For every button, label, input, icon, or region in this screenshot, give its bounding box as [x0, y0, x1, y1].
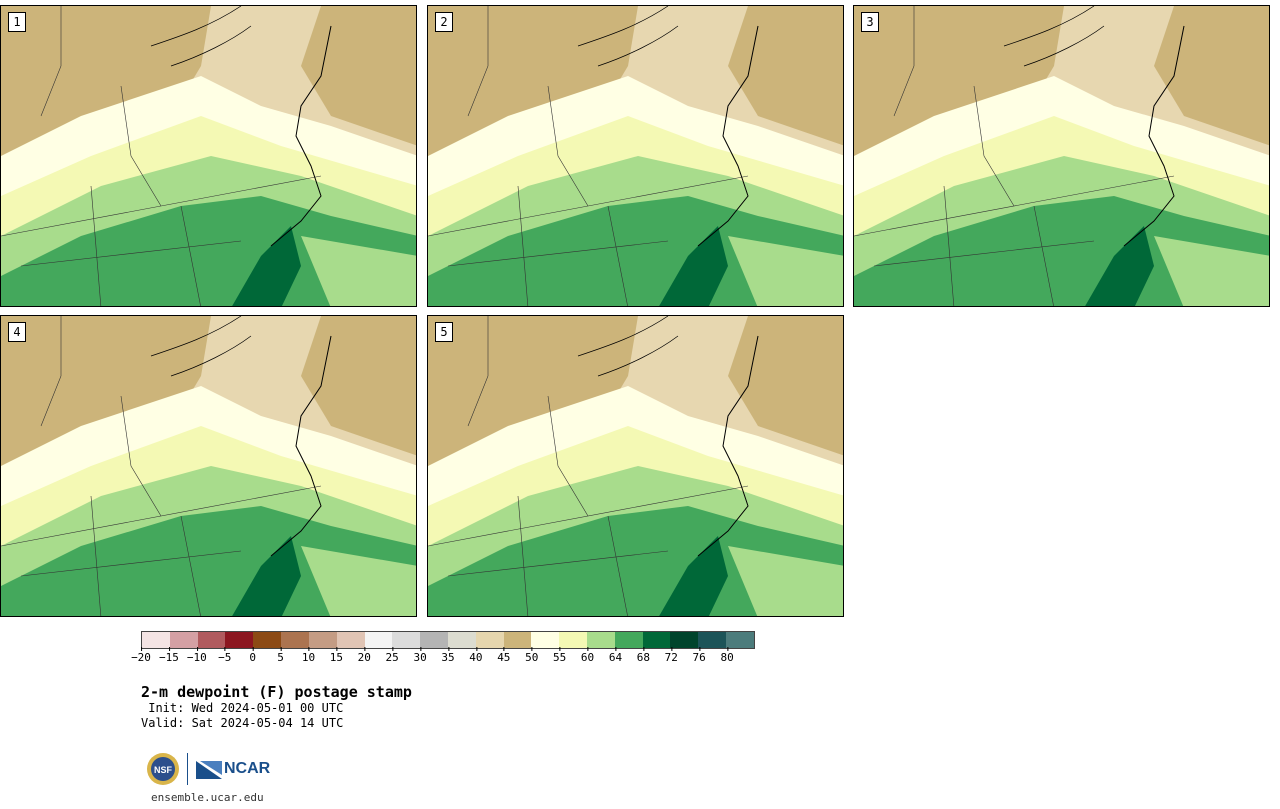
logo-divider [187, 753, 188, 785]
colorbar-segment [726, 632, 754, 648]
dewpoint-map [854, 6, 1269, 306]
colorbar-segment [475, 632, 504, 648]
colorbar-segment [253, 632, 282, 648]
map-panel-3: 3 [853, 5, 1270, 307]
colorbar-segment [225, 632, 254, 648]
ncar-logo-text: NCAR [224, 760, 271, 777]
colorbar-tick-label: 80 [720, 647, 734, 664]
colorbar [141, 631, 755, 649]
colorbar-tick-label: 72 [664, 647, 678, 664]
dewpoint-map [428, 316, 843, 616]
init-time: Init: Wed 2024-05-01 00 UTC [141, 701, 344, 715]
colorbar-segment [142, 632, 170, 648]
nsf-logo-text: NSF [154, 765, 173, 775]
colorbar-segment [531, 632, 560, 648]
nsf-logo-icon: NSF [147, 753, 179, 785]
dewpoint-map [1, 316, 416, 616]
colorbar-tick-label: 64 [608, 647, 623, 664]
colorbar-tick-label: 0 [249, 647, 256, 664]
colorbar-segment [642, 632, 671, 648]
dewpoint-map [428, 6, 843, 306]
colorbar-segment [308, 632, 337, 648]
colorbar-ticks: −20 −15 −10 −5 0 5 10 15 20 25 30 35 40 45 50 55 60 64 68 7… [131, 647, 755, 667]
map-panel-2: 2 [427, 5, 844, 307]
colorbar-segment [614, 632, 643, 648]
panel-number: 2 [435, 12, 453, 32]
colorbar-tick-label: −15 [158, 647, 179, 664]
map-panel-4: 4 [0, 315, 417, 617]
page-title: 2-m dewpoint (F) postage stamp [141, 683, 412, 701]
colorbar-tick-label: 68 [636, 647, 650, 664]
dewpoint-map [1, 6, 416, 306]
colorbar-segment [420, 632, 448, 648]
map-panel-1: 1 [0, 5, 417, 307]
colorbar-tick-label: 30 [413, 647, 427, 664]
colorbar-segment [587, 632, 615, 648]
colorbar-segment [698, 632, 727, 648]
colorbar-tick-label: 10 [301, 647, 316, 664]
colorbar-tick-label: 45 [497, 647, 511, 664]
colorbar-tick-label: 25 [385, 647, 399, 664]
logos: NSF NCAR [145, 751, 270, 787]
colorbar-tick-label: 76 [692, 647, 706, 664]
valid-time: Valid: Sat 2024-05-04 14 UTC [141, 716, 344, 730]
site-url: ensemble.ucar.edu [151, 791, 264, 804]
colorbar-tick-label: 20 [357, 647, 371, 664]
colorbar-tick-label: 50 [525, 647, 539, 664]
colorbar-segment [364, 632, 393, 648]
colorbar-tick-label: 40 [469, 647, 483, 664]
colorbar-segment [336, 632, 365, 648]
colorbar-tick-label: −10 [186, 647, 207, 664]
colorbar-segment [670, 632, 699, 648]
panel-number: 5 [435, 322, 453, 342]
colorbar-tick-label: 55 [553, 647, 567, 664]
colorbar-segment [281, 632, 309, 648]
colorbar-tick-label: −20 [131, 647, 151, 664]
colorbar-tick-label: 60 [580, 647, 595, 664]
colorbar-segment [169, 632, 198, 648]
panel-number: 4 [8, 322, 26, 342]
map-panel-5: 5 [427, 315, 844, 617]
colorbar-segment [503, 632, 532, 648]
colorbar-tick-label: 15 [329, 647, 343, 664]
ncar-logo-icon [196, 761, 222, 779]
colorbar-segment [197, 632, 226, 648]
colorbar-tick-label: 5 [277, 647, 284, 664]
panel-number: 3 [861, 12, 879, 32]
colorbar-segment [559, 632, 587, 648]
colorbar-segment [447, 632, 476, 648]
panel-number: 1 [8, 12, 26, 32]
colorbar-tick-label: 35 [441, 647, 455, 664]
colorbar-tick-label: −5 [218, 647, 232, 664]
colorbar-segment [392, 632, 421, 648]
